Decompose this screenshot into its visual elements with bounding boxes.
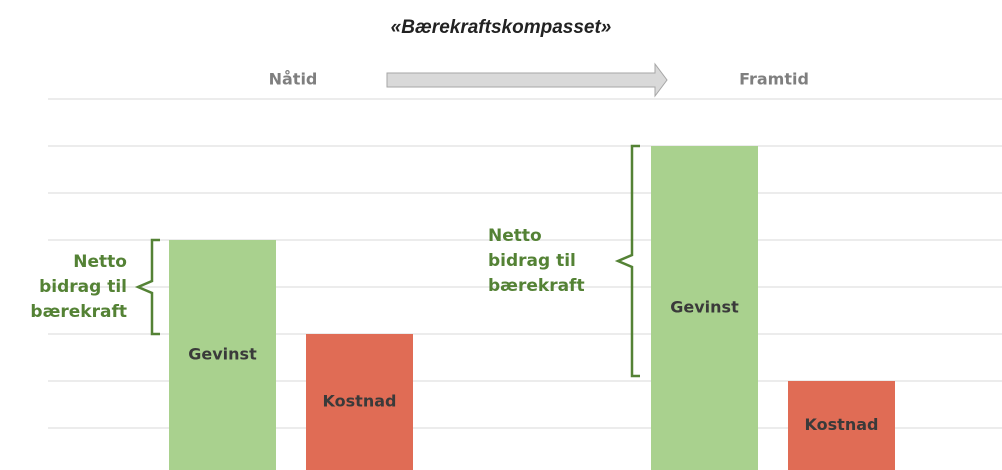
bar-label: Kostnad xyxy=(805,415,879,434)
chart-title: «Bærekraftskompasset» xyxy=(391,17,612,38)
net-brace xyxy=(614,144,640,378)
net-label: bidrag til xyxy=(39,277,127,297)
net-label: bidrag til xyxy=(488,251,576,271)
category-label: Nåtid xyxy=(269,70,318,89)
net-label: bærekraft xyxy=(488,276,585,296)
net-brace xyxy=(134,238,160,336)
net-label: bærekraft xyxy=(30,302,127,322)
net-label: Netto xyxy=(488,226,542,246)
bar xyxy=(788,381,895,470)
time-arrow xyxy=(386,62,668,98)
category-label: Framtid xyxy=(739,70,809,89)
bar xyxy=(306,334,413,470)
bar xyxy=(169,240,276,470)
bar-label: Gevinst xyxy=(670,298,739,317)
bar xyxy=(651,146,758,470)
bar-label: Gevinst xyxy=(188,345,257,364)
bar-label: Kostnad xyxy=(323,392,397,411)
net-label: Netto xyxy=(73,252,127,272)
